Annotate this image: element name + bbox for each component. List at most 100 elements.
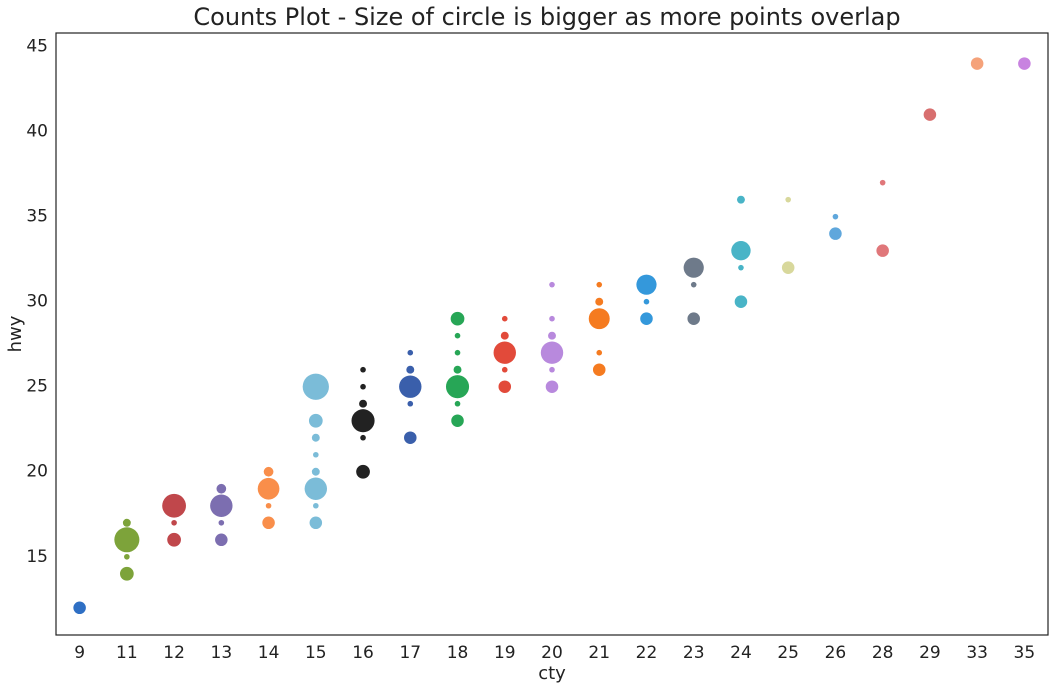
point (114, 527, 140, 553)
point (734, 295, 748, 308)
point (311, 433, 320, 442)
point (588, 308, 610, 330)
point (832, 213, 839, 220)
x-tick-label: 33 (966, 643, 988, 663)
point (407, 349, 414, 356)
x-tick-label: 19 (494, 643, 516, 663)
point (549, 281, 555, 288)
point (970, 57, 984, 70)
point (501, 366, 508, 373)
y-tick-label: 20 (26, 462, 48, 482)
point (736, 195, 745, 204)
x-tick-label: 21 (588, 643, 610, 663)
x-tick-label: 23 (683, 643, 705, 663)
point (500, 331, 509, 340)
point (360, 434, 366, 441)
point (595, 297, 604, 306)
point (545, 380, 559, 393)
point (302, 373, 329, 400)
x-tick-label: 15 (305, 643, 327, 663)
point (313, 502, 319, 509)
point (596, 281, 603, 288)
point (216, 483, 227, 494)
point (923, 108, 937, 121)
x-axis-label: cty (538, 663, 566, 684)
point (540, 341, 564, 364)
point (501, 315, 508, 322)
x-tick-label: 16 (352, 643, 374, 663)
point (215, 533, 228, 547)
y-tick-label: 30 (26, 292, 48, 312)
point (451, 414, 464, 427)
point (356, 464, 370, 479)
x-tick-label: 11 (116, 643, 138, 663)
point (218, 519, 225, 526)
point (407, 400, 414, 407)
point (781, 261, 795, 274)
x-tick-label: 26 (825, 643, 847, 663)
point (683, 257, 704, 278)
x-tick-label: 25 (777, 643, 799, 663)
point (262, 516, 275, 530)
point (311, 467, 320, 476)
y-tick-label: 15 (26, 547, 48, 567)
point (596, 349, 603, 356)
point (167, 532, 181, 547)
point (313, 451, 319, 458)
point (122, 518, 131, 527)
x-tick-label: 9 (74, 643, 85, 663)
y-tick-label: 25 (26, 377, 48, 397)
point (399, 375, 422, 398)
x-tick-label: 28 (872, 643, 894, 663)
x-tick-label: 29 (919, 643, 941, 663)
point (450, 311, 465, 326)
point (1018, 57, 1031, 70)
point (498, 380, 512, 393)
point (309, 516, 323, 530)
point (493, 341, 516, 364)
point (359, 399, 368, 408)
point (454, 400, 461, 407)
point (351, 409, 375, 433)
point (210, 494, 233, 517)
point (308, 413, 323, 428)
point (549, 315, 555, 322)
y-tick-label: 40 (26, 122, 48, 142)
point (738, 264, 744, 271)
y-tick-label: 45 (26, 37, 48, 57)
plot-frame (55, 32, 1049, 636)
x-tick-label: 18 (447, 643, 469, 663)
point (265, 502, 272, 509)
point (360, 366, 366, 373)
point (592, 363, 606, 376)
point (690, 281, 697, 288)
point (406, 365, 415, 374)
chart-title: Counts Plot - Size of circle is bigger a… (193, 3, 900, 31)
x-tick-label: 17 (399, 643, 421, 663)
y-tick-label: 35 (26, 207, 48, 227)
point (643, 298, 650, 305)
point (640, 312, 653, 325)
point (879, 179, 886, 186)
point (162, 493, 186, 518)
point (171, 519, 177, 526)
point (687, 312, 700, 325)
point (548, 331, 556, 340)
point (785, 196, 791, 203)
x-tick-label: 35 (1014, 643, 1036, 663)
point (876, 244, 889, 257)
x-tick-label: 14 (258, 643, 280, 663)
point (119, 566, 134, 581)
point (454, 332, 461, 339)
point (731, 240, 751, 261)
point (445, 375, 470, 399)
y-axis-label: hwy (5, 315, 26, 352)
point (829, 227, 842, 240)
point (636, 274, 657, 295)
x-tick-label: 13 (211, 643, 233, 663)
point (257, 477, 280, 500)
point (404, 431, 417, 444)
point (73, 601, 86, 615)
point (549, 366, 555, 373)
